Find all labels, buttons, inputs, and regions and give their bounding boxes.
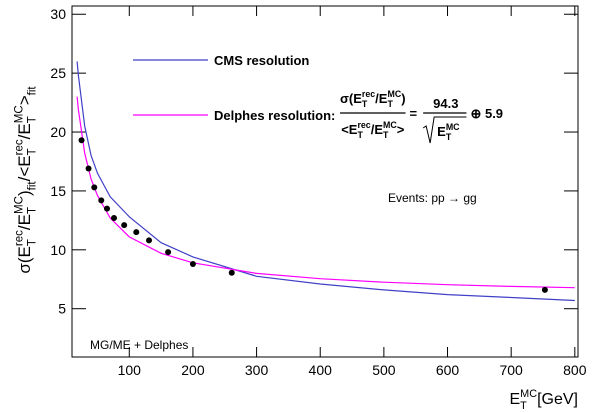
y-axis-label-text: ) [15,190,34,196]
x-tick-label: 800 [563,362,587,378]
y-axis-label-sub: T [26,239,38,246]
x-tick-label: 600 [436,362,460,378]
y-axis-label-text: /<E [15,155,34,181]
data-point [78,137,85,144]
y-tick-label: 25 [50,65,66,81]
formula-root: E MCT [437,122,460,142]
x-axis-label: E MCT [GeV] [510,388,579,412]
y-axis-label-sub: T [26,148,38,155]
formula-denominator-text: <E [341,122,358,137]
formula-numerator-text: ) [401,91,405,106]
y-tick-label: 30 [50,6,66,22]
formula-numerator-text: /E [375,91,388,106]
data-point [133,229,140,236]
x-tick-label: 500 [372,362,396,378]
y-axis-label-text: σ(E [15,246,34,274]
x-tick-label: 700 [499,362,523,378]
data-point [111,215,118,222]
data-point [85,165,92,172]
y-axis-label-sub: T [26,207,38,214]
annotation: MG/ME + Delphes [90,338,188,352]
y-axis-label-sub: T [26,116,38,123]
series-line [76,61,575,302]
formula-tail: ⊕ 5.9 [470,106,503,121]
y-axis-label-sup: rec [13,139,25,155]
x-tick-label: 200 [181,362,205,378]
plot-frame [71,5,579,358]
formula-numerator-sub: T [362,99,368,109]
y-tick-label: 15 [50,183,66,199]
x-axis-label-sub: T [520,400,527,412]
formula-denominator-sup: MC [383,120,397,130]
data-point [146,237,153,244]
y-axis-label-sup: rec [13,230,25,246]
y-tick-label: 10 [50,242,66,258]
y-axis-label-sub: fit [26,86,38,96]
series-line [76,96,575,289]
data-point [165,249,172,256]
formula-denominator-sub: T [383,130,389,140]
data-point [104,205,111,212]
sqrt-sign [422,116,467,144]
data-point [98,197,105,204]
x-axis-label-sup: MC [520,388,537,400]
formula-numerator-sub: T [387,99,393,109]
formula-root-sub: T [446,132,452,142]
annotation: Events: pp → gg [388,191,477,205]
y-axis-label-text: /E [15,214,34,230]
data-point [189,260,196,267]
y-axis-label-text: > [15,95,34,105]
data-point [91,184,98,191]
x-axis-label-text: [GeV] [537,391,578,408]
x-tick-label: 100 [118,362,142,378]
data-point [228,269,235,276]
data-point [121,222,128,229]
y-axis-label-sub: fit [26,181,38,191]
y-axis-label-sup: MC [13,196,25,214]
legend-label: CMS resolution [214,53,309,68]
x-tick-label: 300 [245,362,269,378]
formula-equals: = [410,106,418,121]
y-tick-label: 20 [50,124,66,140]
formula-numerator-sup: rec [362,89,375,99]
y-axis-label-sup: MC [13,105,25,123]
legend-label: Delphes resolution: [214,108,335,123]
formula-numerator-sup: MC [387,89,401,99]
y-tick-label: 5 [58,301,66,317]
formula-root-text: E [437,124,446,139]
x-axis-label-text: E [510,391,521,408]
formula-coefficient: 94.3 [433,96,458,111]
formula-denominator-sup: rec [357,120,370,130]
data-point [541,286,548,293]
y-axis-label-text: /E [15,123,34,139]
formula-denominator-text: /E [371,122,384,137]
formula-numerator-text: σ(E [340,91,362,106]
x-tick-label: 400 [309,362,333,378]
formula-denominator-text: > [397,122,405,137]
formula-root-sup: MC [446,122,460,132]
formula-denominator-sub: T [357,130,363,140]
